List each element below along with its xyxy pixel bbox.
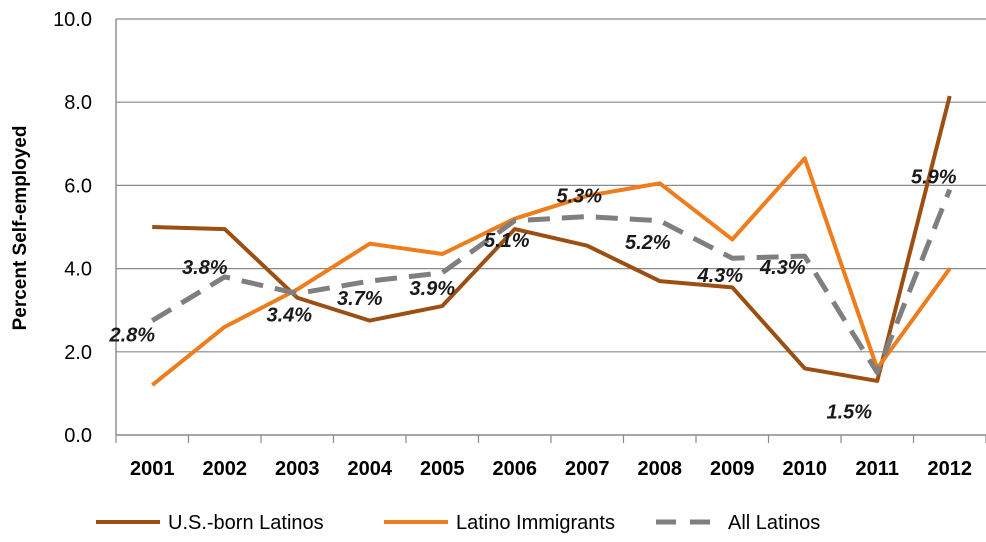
data-label: 5.9% (911, 167, 957, 189)
data-label: 5.3% (556, 186, 602, 208)
data-label: 5.1% (484, 230, 530, 252)
x-axis (115, 19, 986, 443)
x-tick-label: 2005 (420, 458, 465, 480)
y-tick-label: 8.0 (64, 92, 92, 114)
data-label: 4.3% (759, 257, 806, 279)
data-label: 4.3% (696, 265, 743, 287)
legend-label: U.S.-born Latinos (168, 512, 324, 534)
series-line-all-latinos (150, 188, 953, 376)
data-label: 3.9% (409, 278, 455, 300)
data-labels: 2.8% 3.8% 3.4% 3.7% 3.9% 5.1% 5.3% 5.2% 4.3% 4.3%… (108, 167, 956, 424)
x-tick-label: 2006 (493, 458, 538, 480)
x-tick-label: 2004 (348, 458, 393, 480)
x-tick-label: 2009 (710, 458, 755, 480)
series-line-u-s-born-latinos (152, 95, 952, 383)
x-tick-label: 2003 (275, 458, 320, 480)
series-line-latino-immigrants (150, 156, 952, 387)
y-tick-label: 0.0 (64, 425, 92, 447)
legend-label: All Latinos (728, 512, 820, 534)
legend-label: Latino Immigrants (456, 512, 615, 534)
y-tick-label: 10.0 (53, 9, 92, 31)
y-tick-label: 4.0 (64, 259, 92, 281)
series-lines (150, 95, 953, 387)
x-axis-ticks: 2001 2002 2003 2004 2005 2006 2007 2008 2009 2010… (130, 458, 972, 480)
legend: U.S.-born Latinos Latino Immigrants All La… (96, 512, 820, 534)
data-label: 3.8% (182, 257, 228, 279)
x-tick-label: 2012 (928, 458, 973, 480)
data-label: 1.5% (826, 402, 872, 424)
x-tick-label: 2001 (130, 458, 175, 480)
x-tick-label: 2008 (638, 458, 683, 480)
data-label: 5.2% (625, 232, 671, 254)
y-axis-label: Percent Self-employed (10, 126, 31, 331)
x-tick-label: 2002 (203, 458, 248, 480)
y-axis-ticks: 0.0 2.0 4.0 6.0 8.0 10.0 (53, 9, 92, 447)
x-tick-label: 2007 (565, 458, 610, 480)
y-tick-label: 2.0 (64, 342, 92, 364)
data-label: 2.8% (108, 325, 155, 347)
y-tick-label: 6.0 (64, 175, 92, 197)
data-label: 3.7% (337, 288, 383, 310)
data-label: 3.4% (266, 305, 312, 327)
x-tick-label: 2011 (856, 458, 899, 480)
x-tick-label: 2010 (783, 458, 828, 480)
